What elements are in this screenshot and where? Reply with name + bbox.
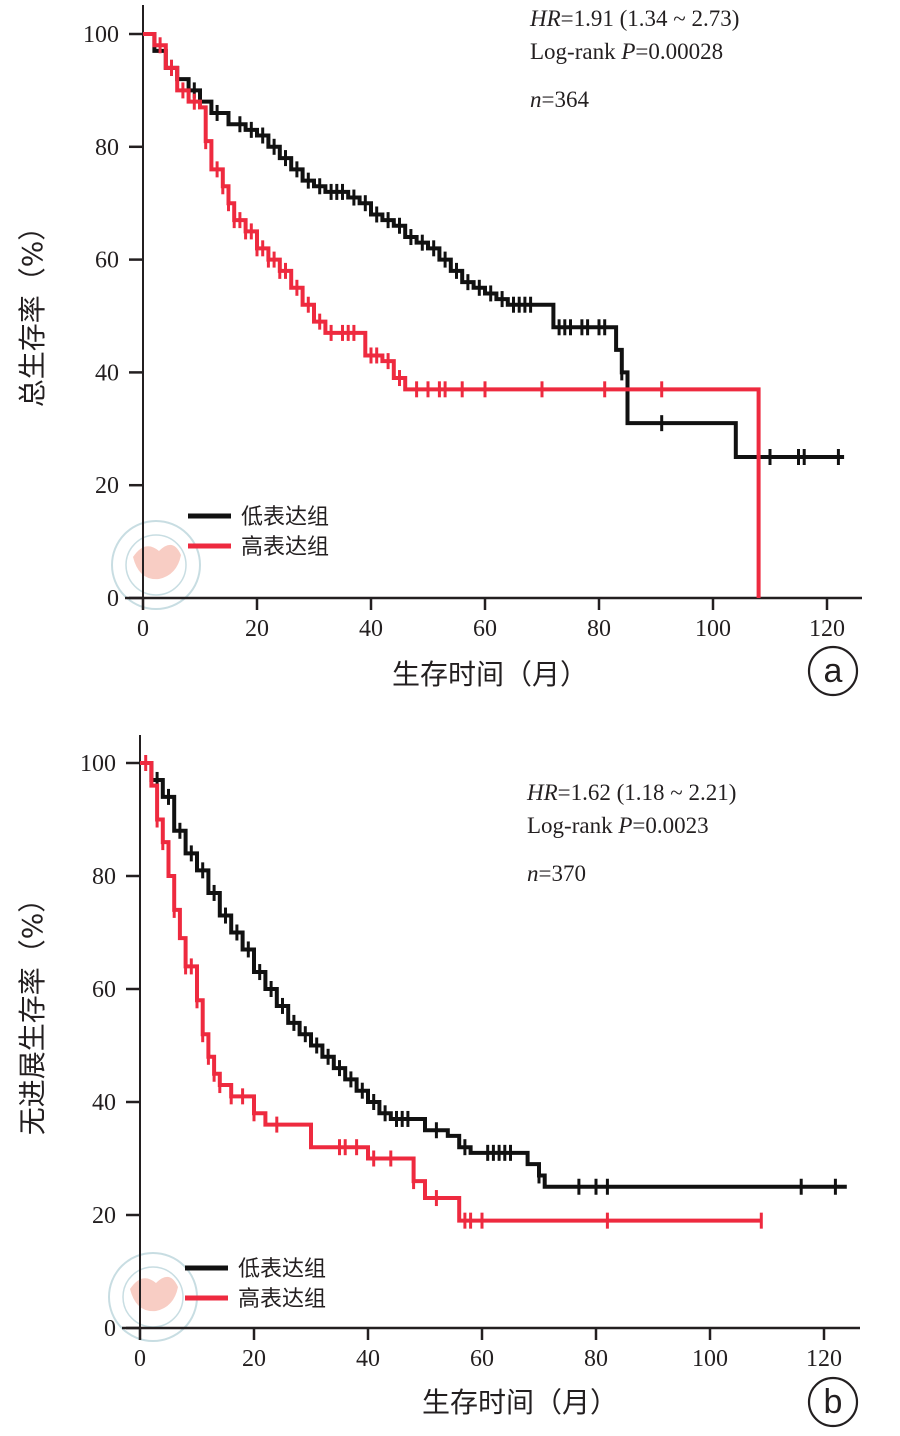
- y-tick-label: 60: [95, 248, 119, 274]
- y-tick-label: 0: [104, 1316, 116, 1342]
- x-tick-label: 100: [695, 616, 731, 642]
- x-tick-label: 40: [359, 616, 383, 642]
- y-tick-label: 60: [92, 977, 116, 1003]
- y-tick-label: 80: [92, 864, 116, 890]
- x-axis-title: 生存时间（月）: [422, 1386, 618, 1419]
- p-label: P: [620, 39, 635, 64]
- p-value: =0.0023: [632, 813, 708, 838]
- logrank-annotation: Log-rank P=0.0023: [527, 813, 709, 838]
- x-tick-label: 20: [242, 1346, 266, 1372]
- chart-panel-b: 0 20 40 60 80 100 0 20 40 60 80 100 120 生存时间（月） 无进展生存率…: [16, 735, 860, 1428]
- panel-letter-circle: [807, 645, 859, 697]
- km-curve-low: [140, 761, 847, 1189]
- legend-label: 低表达组: [238, 1257, 326, 1282]
- x-tick-label: 20: [245, 616, 269, 642]
- x-tick-label: 60: [473, 616, 497, 642]
- hr-label: HR: [529, 6, 561, 31]
- n-annotation: n=364: [530, 87, 589, 112]
- x-axis-title: 生存时间（月）: [392, 658, 588, 691]
- hr-value: =1.91 (1.34 ~ 2.73): [561, 6, 740, 31]
- logrank-annotation: Log-rank P=0.00028: [530, 39, 723, 64]
- n-label: n: [527, 861, 539, 886]
- x-tick-label: 120: [806, 1346, 842, 1372]
- n-annotation: n=370: [527, 861, 586, 886]
- legend-label: 高表达组: [241, 535, 329, 560]
- y-axis-title: 总生存率（%）: [16, 213, 49, 408]
- watermark-map-shape: [133, 544, 181, 580]
- hr-label: HR: [526, 780, 558, 805]
- legend-label: 低表达组: [241, 505, 329, 530]
- x-tick-label: 120: [809, 616, 845, 642]
- watermark-map-shape: [130, 1276, 178, 1312]
- p-label: P: [617, 813, 632, 838]
- panel-letter: b: [824, 1383, 843, 1421]
- n-value: =370: [539, 861, 586, 886]
- watermark-seal: [111, 520, 201, 610]
- y-tick-label: 100: [80, 751, 116, 777]
- x-tick-label: 0: [137, 616, 149, 642]
- watermark-inner-ring: [125, 534, 187, 596]
- y-tick-label: 40: [92, 1090, 116, 1116]
- x-tick-label: 40: [356, 1346, 380, 1372]
- x-tick-label: 100: [692, 1346, 728, 1372]
- panel-letter-circle: [807, 1376, 859, 1428]
- n-value: =364: [542, 87, 590, 112]
- chart-panel-a: 0 20 40 60 80 100 0 20 40 60 80 100 120 生存时间（月） 总生存率（%…: [16, 5, 862, 697]
- n-label: n: [530, 87, 542, 112]
- logrank-label: Log-rank: [527, 813, 618, 838]
- y-tick-label: 20: [92, 1203, 116, 1229]
- y-tick-label: 100: [83, 22, 119, 48]
- x-tick-label: 80: [587, 616, 611, 642]
- hr-annotation: HR=1.91 (1.34 ~ 2.73): [529, 6, 739, 31]
- hr-value: =1.62 (1.18 ~ 2.21): [558, 780, 737, 805]
- watermark-ring: [111, 520, 201, 610]
- y-axis-title: 无进展生存率（%）: [16, 885, 49, 1136]
- y-tick-label: 0: [107, 586, 119, 612]
- y-tick-label: 20: [95, 473, 119, 499]
- p-value: =0.00028: [635, 39, 723, 64]
- logrank-label: Log-rank: [530, 39, 621, 64]
- km-curve-high: [140, 761, 762, 1223]
- x-tick-label: 60: [470, 1346, 494, 1372]
- x-tick-label: 80: [584, 1346, 608, 1372]
- km-curve-low: [143, 32, 845, 459]
- y-tick-label: 40: [95, 360, 119, 386]
- y-tick-label: 80: [95, 135, 119, 161]
- hr-annotation: HR=1.62 (1.18 ~ 2.21): [526, 780, 736, 805]
- legend-label: 高表达组: [238, 1287, 326, 1312]
- x-tick-label: 0: [134, 1346, 146, 1372]
- km-curve-high: [143, 32, 761, 598]
- panel-letter: a: [824, 652, 843, 690]
